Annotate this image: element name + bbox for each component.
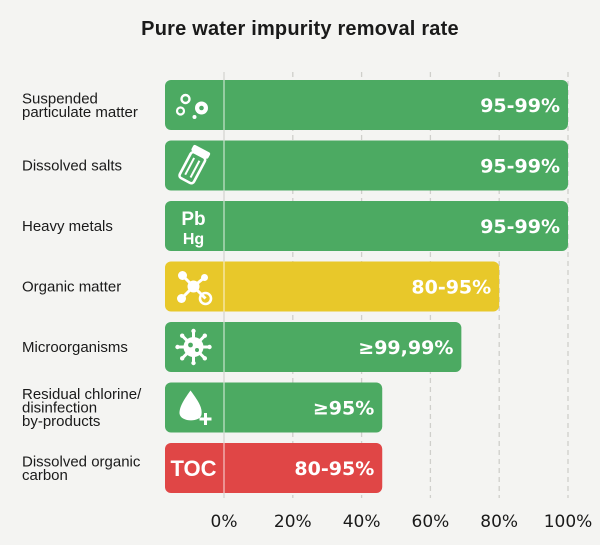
value-label: 95-99% xyxy=(480,156,560,178)
x-tick-label: 100% xyxy=(544,512,593,532)
bar xyxy=(165,80,568,130)
bar-row: Microorganisms ≥99,99% xyxy=(22,322,462,372)
bar xyxy=(165,382,383,433)
value-label: 95-99% xyxy=(480,216,560,238)
category-label: Residual chlorine/disinfection by-product… xyxy=(22,386,142,430)
value-label: 80-95% xyxy=(294,458,374,480)
value-label: ≥99,99% xyxy=(358,337,453,359)
value-label: 95-99% xyxy=(480,95,560,117)
bar-row: Organic matter 80-95% xyxy=(22,261,500,312)
salt-shaker-icon xyxy=(178,144,211,185)
category-label: Heavy metals xyxy=(22,218,113,235)
bar xyxy=(165,201,568,251)
x-tick-label: 60% xyxy=(412,512,450,532)
value-label: 80-95% xyxy=(411,277,491,299)
x-tick-label: 80% xyxy=(480,512,518,532)
category-label: Microorganisms xyxy=(22,339,128,356)
bar xyxy=(165,443,383,493)
x-tick-label: 0% xyxy=(211,512,238,532)
bar xyxy=(165,322,462,372)
svg-text:Hg: Hg xyxy=(183,231,204,248)
microbe-icon xyxy=(175,328,212,366)
bar-row: Dissolved organic carbon TOC 80-95% xyxy=(22,443,383,493)
toc-icon: TOC xyxy=(170,456,216,481)
x-tick-label: 20% xyxy=(274,512,312,532)
bar-row: Dissolved salts 95-99% xyxy=(22,140,568,191)
category-label: Suspended particulate matter xyxy=(22,90,138,121)
molecule-icon xyxy=(177,271,213,306)
x-tick-label: 40% xyxy=(343,512,381,532)
svg-text:Pb: Pb xyxy=(181,209,205,230)
bar-row: Suspended particulate matter 95-99% xyxy=(22,80,568,130)
svg-text:TOC: TOC xyxy=(170,456,216,481)
chlorine-drop-icon xyxy=(179,390,212,425)
bar xyxy=(165,261,500,312)
category-label: Organic matter xyxy=(22,279,121,296)
chart-title: Pure water impurity removal rate xyxy=(141,18,459,40)
value-label: ≥95% xyxy=(313,398,374,420)
bar xyxy=(165,140,568,191)
category-label: Dissolved organic carbon xyxy=(22,453,141,484)
bar-row: Residual chlorine/disinfection by-product… xyxy=(22,382,383,433)
category-label: Dissolved salts xyxy=(22,158,122,175)
particles-icon xyxy=(175,93,208,119)
